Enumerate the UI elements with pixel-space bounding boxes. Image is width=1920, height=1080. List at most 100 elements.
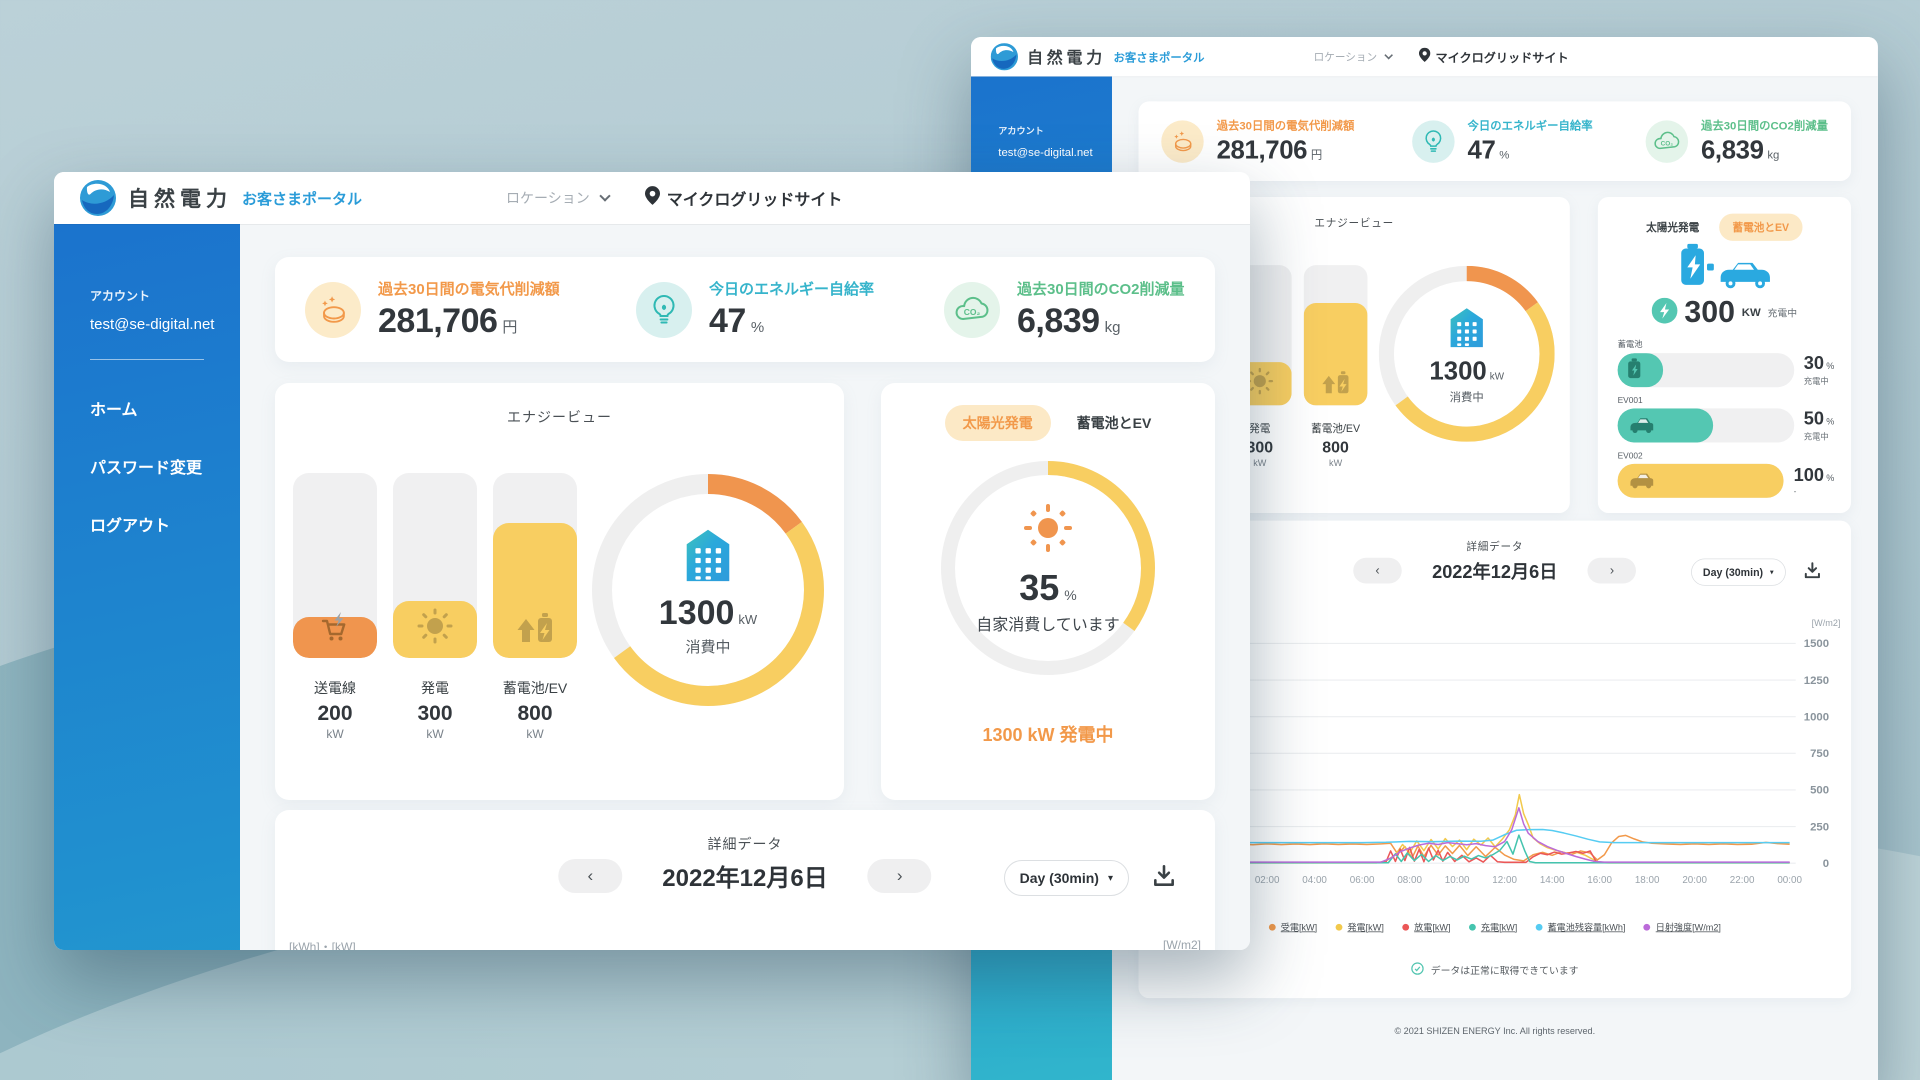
ev001-progress xyxy=(1617,408,1794,443)
svg-text:10:00: 10:00 xyxy=(1445,875,1470,885)
data-status: データは正常に取得できています xyxy=(1139,962,1852,978)
current-date: 2022年12月6日 xyxy=(1432,562,1558,583)
ev002-progress xyxy=(1617,463,1784,498)
stat-co2-unit: kg xyxy=(1104,319,1121,336)
account-email: test@se-digital.net xyxy=(998,146,1093,160)
stat-savings: 過去30日間の電気代削減額 281,706 円 xyxy=(1161,101,1354,181)
next-day-button[interactable]: › xyxy=(1587,557,1637,584)
legend-item[interactable]: 受電[kW] xyxy=(1268,921,1317,934)
right-axis-label: [W/m2] xyxy=(1811,617,1841,629)
charge-unit: KW xyxy=(1741,306,1761,319)
legend-item[interactable]: 充電[kW] xyxy=(1468,921,1517,934)
cart-lightning-icon xyxy=(316,608,354,651)
prev-day-button[interactable]: ‹ xyxy=(558,858,623,893)
self-consumption-unit: % xyxy=(1064,586,1077,603)
bar-battery-ev xyxy=(493,473,577,658)
tab-solar[interactable]: 太陽光発電 xyxy=(944,405,1051,441)
site-selector[interactable]: マイクログリッドサイト xyxy=(644,186,843,210)
bar-generation-label: 発電 xyxy=(1249,422,1271,435)
bulb-leaf-icon xyxy=(1412,120,1455,163)
interval-select[interactable]: Day (30min) ▾ xyxy=(1690,558,1786,586)
chevron-down-icon xyxy=(599,190,611,202)
svg-text:02:00: 02:00 xyxy=(1255,875,1280,885)
detail-data-card: 詳細データ ‹ 2022年12月6日 › Day (30min) ▾ xyxy=(275,810,1215,950)
site-name: マイクログリッドサイト xyxy=(666,192,843,209)
stat-co2-unit: kg xyxy=(1767,148,1780,162)
charge-value: 300 xyxy=(1684,295,1735,329)
portal-label: お客さまポータル xyxy=(242,190,363,208)
chevron-down-icon xyxy=(1384,50,1393,60)
sidebar-item-home[interactable]: ホーム xyxy=(90,402,138,419)
battery-rows: 蓄電池 xyxy=(1617,338,1835,507)
tab-battery-ev[interactable]: 蓄電池とEV xyxy=(1718,213,1803,241)
charge-status: 充電中 xyxy=(1767,307,1798,319)
svg-text:12:00: 12:00 xyxy=(1492,875,1517,885)
sidebar-item-change-password[interactable]: パスワード変更 xyxy=(90,460,203,477)
legend-item[interactable]: 放電[kW] xyxy=(1402,921,1451,934)
consumption-donut: 1300 kW 消費中 xyxy=(592,474,824,706)
stat-co2-value: 6,839 xyxy=(1017,302,1100,340)
svg-text:08:00: 08:00 xyxy=(1397,875,1422,885)
stat-self-sufficiency: 今日のエネルギー自給率 47 % xyxy=(1412,101,1593,181)
portal-page: 自然電力 お客さまポータル ロケーション マイクログリッドサイト アカウント t… xyxy=(54,172,1250,950)
self-consumption-caption: 自家消費しています xyxy=(976,616,1120,634)
location-dropdown-label: ロケーション xyxy=(1313,50,1378,63)
site-name: マイクログリッドサイト xyxy=(1435,52,1569,66)
sidebar-divider xyxy=(90,359,204,360)
building-icon xyxy=(677,523,739,588)
caret-down-icon: ▾ xyxy=(1769,567,1774,577)
bar-battery-unit: kW xyxy=(526,727,544,741)
stat-savings-unit: 円 xyxy=(502,319,518,336)
bar-grid-value: 200 xyxy=(317,702,353,725)
next-day-button[interactable]: › xyxy=(867,858,932,893)
interval-select[interactable]: Day (30min) ▾ xyxy=(1003,860,1129,896)
bar-grid xyxy=(293,473,377,658)
stat-sufficiency-label: 今日のエネルギー自給率 xyxy=(709,281,875,298)
self-consumption-donut: 35 % 自家消費しています xyxy=(941,461,1155,675)
stat-savings-value: 281,706 xyxy=(1216,135,1308,165)
stat-sufficiency-value: 47 xyxy=(709,302,746,340)
consumption-unit: kW xyxy=(1489,370,1505,382)
sun-large-icon xyxy=(1022,502,1074,559)
bar-battery-unit: kW xyxy=(1329,457,1343,469)
legend-item[interactable]: 蓄電池残容量[kWh] xyxy=(1535,921,1625,934)
axis-labels: [kWh]・[kW] [W/m2] xyxy=(1149,618,1840,631)
bar-grid-unit: kW xyxy=(326,727,344,741)
bolt-circle-icon xyxy=(1651,297,1678,328)
stat-co2-label: 過去30日間のCO2削減量 xyxy=(1700,119,1828,133)
site-selector[interactable]: マイクログリッドサイト xyxy=(1418,47,1569,66)
stat-sufficiency-unit: % xyxy=(750,319,765,336)
location-pin-icon xyxy=(1418,47,1431,66)
download-icon[interactable] xyxy=(1803,560,1823,583)
axis-labels: [kWh]・[kW] [W/m2] xyxy=(289,938,1201,950)
download-icon[interactable] xyxy=(1151,863,1177,894)
location-dropdown-label: ロケーション xyxy=(506,190,590,206)
legend-item[interactable]: 発電[kW] xyxy=(1335,921,1384,934)
generation-card: 太陽光発電 蓄電池とEV xyxy=(881,383,1215,800)
shizen-energy-logo-icon xyxy=(80,180,116,216)
account-label: アカウント xyxy=(90,289,151,303)
location-dropdown[interactable]: ロケーション xyxy=(506,188,611,208)
energy-view-title: エナジービュー xyxy=(1314,216,1394,229)
location-dropdown[interactable]: ロケーション xyxy=(1313,49,1393,64)
account-label: アカウント xyxy=(998,125,1044,137)
interval-label: Day (30min) xyxy=(1019,870,1099,886)
top-bar: 自然電力 お客さまポータル ロケーション マイクログリッドサイト xyxy=(54,172,1250,224)
tab-battery-ev[interactable]: 蓄電池とEV xyxy=(1076,415,1152,431)
sidebar-menu: ホーム パスワード変更 ログアウト xyxy=(90,396,240,536)
date-navigation: ‹ 2022年12月6日 › Day (30min) ▾ xyxy=(1139,557,1852,590)
car-small-icon xyxy=(1626,469,1654,492)
ev002-row: EV002 xyxy=(1617,451,1835,498)
legend-item[interactable]: 日射強度[W/m2] xyxy=(1643,921,1721,934)
svg-text:1000: 1000 xyxy=(1804,711,1829,723)
battery-car-icon xyxy=(1598,241,1851,291)
bar-generation-unit: kW xyxy=(1253,457,1267,469)
car-small-icon xyxy=(1626,414,1654,437)
sidebar-item-logout[interactable]: ログアウト xyxy=(90,518,171,535)
prev-day-button[interactable]: ‹ xyxy=(1353,557,1402,584)
tab-solar[interactable]: 太陽光発電 xyxy=(1646,221,1700,234)
shizen-energy-logo-icon xyxy=(990,43,1018,71)
consumption-caption: 消費中 xyxy=(1449,390,1484,404)
svg-text:CO₂: CO₂ xyxy=(964,307,981,317)
battery-charge-icon xyxy=(514,606,556,651)
